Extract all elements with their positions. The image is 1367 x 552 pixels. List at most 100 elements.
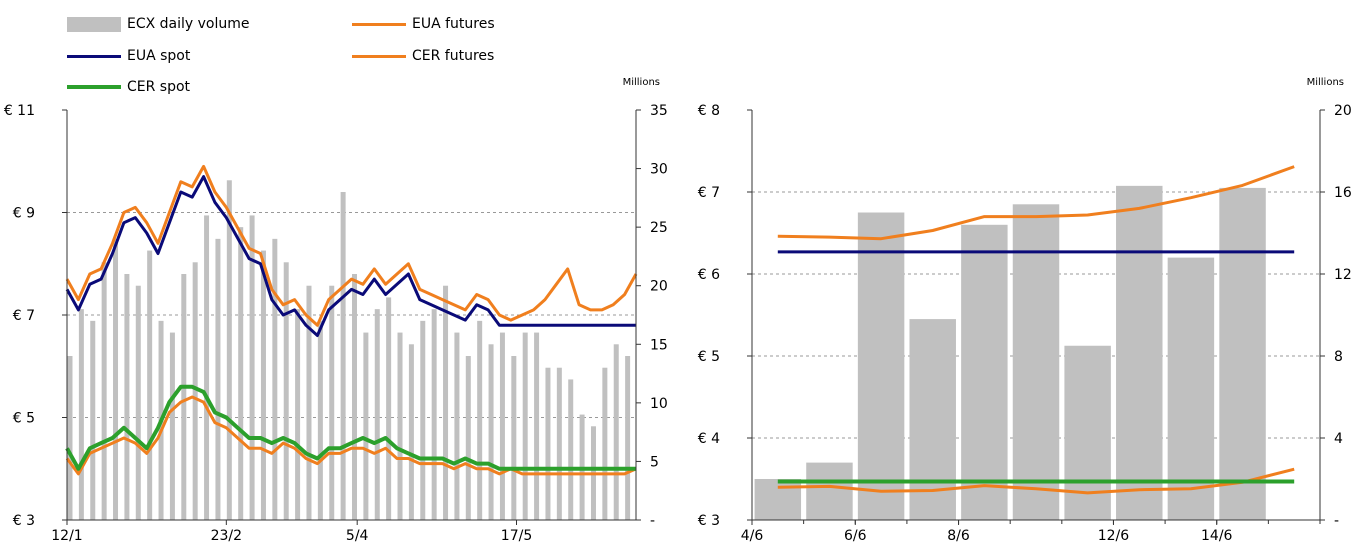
- x-tick-label: 23/2: [211, 528, 242, 544]
- series-line-cer-futures: [65, 395, 637, 476]
- legend-swatch-cer-futures: [352, 54, 406, 58]
- y-tick-label-right: 8: [1334, 349, 1343, 365]
- bar-ecx-daily-volume: [1219, 187, 1266, 520]
- y-tick-label-right: 20: [650, 279, 668, 295]
- y-tick-label-right: 10: [650, 396, 668, 412]
- bar-ecx-daily-volume: [238, 227, 244, 520]
- bar-ecx-daily-volume: [340, 192, 346, 520]
- bar-ecx-daily-volume: [374, 309, 380, 520]
- series-line-eua-futures: [65, 164, 638, 327]
- x-tick-label: 5/4: [346, 528, 369, 544]
- bar-ecx-daily-volume: [78, 309, 84, 520]
- y-tick-label-right: 15: [650, 337, 668, 353]
- bar-ecx-daily-volume: [909, 319, 956, 520]
- legend-swatch-eua-futures: [352, 22, 406, 26]
- series-line-cer-spot: [65, 384, 636, 471]
- bar-ecx-daily-volume: [329, 285, 335, 520]
- bar-ecx-daily-volume: [352, 274, 357, 520]
- y-tick-label-right: -: [1334, 513, 1339, 529]
- bar-ecx-daily-volume: [386, 297, 392, 520]
- y-tick-label-right: 20: [1334, 103, 1352, 119]
- x-tick-label: 12/6: [1098, 528, 1130, 544]
- x-tick-label: 17/5: [501, 528, 532, 544]
- bar-ecx-daily-volume: [317, 320, 323, 520]
- y-tick-label-right: 12: [1334, 267, 1352, 283]
- legend-item-eua-spot: EUA spot: [67, 44, 190, 68]
- y-axis-unit-right: Millions: [1307, 77, 1344, 88]
- bar-ecx-daily-volume: [113, 238, 119, 520]
- bar-ecx-daily-volume: [147, 250, 153, 521]
- legend-label-cer-spot: CER spot: [127, 79, 191, 95]
- bar-ecx-daily-volume: [249, 215, 255, 520]
- bar-ecx-daily-volume: [499, 332, 505, 520]
- y-tick-label-left: € 5: [13, 411, 35, 427]
- bar-ecx-daily-volume: [226, 180, 232, 521]
- y-tick-label-left: € 6: [698, 267, 720, 283]
- y-tick-label-right: 5: [650, 454, 659, 470]
- bar-ecx-daily-volume: [363, 332, 369, 520]
- bar-ecx-daily-volume: [534, 332, 540, 520]
- bar-ecx-daily-volume: [192, 262, 198, 520]
- series-line-eua-spot: [65, 175, 636, 337]
- y-tick-label-left: € 3: [13, 513, 35, 529]
- y-axis-unit-right: Millions: [623, 77, 660, 88]
- y-tick-label-right: 25: [650, 220, 668, 236]
- series-line-cer-futures: [777, 467, 1295, 495]
- bar-ecx-daily-volume: [857, 212, 905, 520]
- bar-ecx-daily-volume: [408, 344, 414, 520]
- bar-ecx-daily-volume: [260, 250, 266, 521]
- bar-ecx-daily-volume: [545, 367, 551, 520]
- bar-ecx-daily-volume: [101, 262, 107, 520]
- bar-ecx-daily-volume: [1167, 257, 1215, 520]
- bar-ecx-daily-volume: [443, 285, 449, 520]
- bar-ecx-daily-volume: [522, 332, 528, 520]
- legend-label-eua-futures: EUA futures: [412, 16, 495, 32]
- legend-item-cer-spot: CER spot: [67, 75, 190, 99]
- y-tick-label-right: 16: [1334, 185, 1352, 201]
- legend-swatch-ecx-volume: [67, 16, 121, 32]
- x-tick-label: 12/1: [51, 528, 82, 544]
- chart-right-june-detail: € 3 € 4 € 5 € 6 € 7 € 8 - 4 8 12 16 20 Millions 4/6 6/…: [698, 77, 1352, 544]
- legend-label-ecx-volume: ECX daily volume: [127, 16, 250, 32]
- bar-ecx-daily-volume: [306, 285, 312, 520]
- y-tick-label-right: 4: [1334, 431, 1343, 447]
- bar-ecx-daily-volume: [295, 309, 301, 520]
- y-tick-label-left: € 7: [698, 185, 720, 201]
- x-tick-label: 14/6: [1201, 528, 1233, 544]
- bar-ecx-daily-volume: [420, 320, 426, 520]
- x-tick-label: 6/6: [844, 528, 867, 544]
- bar-ecx-daily-volume: [961, 224, 1008, 521]
- x-tick-label: 4/6: [741, 528, 764, 544]
- bar-ecx-daily-volume: [1012, 204, 1060, 521]
- y-tick-label-left: € 11: [4, 103, 35, 119]
- y-tick-label-left: € 9: [13, 206, 35, 222]
- legend-label-cer-futures: CER futures: [412, 48, 495, 64]
- bar-ecx-daily-volume: [465, 356, 471, 520]
- y-tick-label-left: € 8: [698, 103, 720, 119]
- y-tick-label-left: € 7: [13, 308, 35, 324]
- y-tick-label-left: € 3: [698, 513, 720, 529]
- bar-ecx-daily-volume: [90, 320, 96, 520]
- bar-ecx-daily-volume: [806, 462, 853, 520]
- series-line-eua-futures: [777, 165, 1295, 241]
- bar-ecx-daily-volume: [454, 332, 460, 520]
- x-tick-label: 8/6: [947, 528, 970, 544]
- bar-ecx-daily-volume: [283, 262, 289, 520]
- bar-ecx-daily-volume: [124, 274, 130, 520]
- y-tick-label-left: € 4: [698, 431, 720, 447]
- bar-ecx-daily-volume: [431, 309, 437, 520]
- legend-item-eua-futures: EUA futures: [352, 12, 495, 36]
- bar-ecx-daily-volume: [488, 344, 494, 520]
- legend: ECX daily volume EUA futures EUA spot CE…: [0, 0, 700, 105]
- bar-ecx-daily-volume: [397, 332, 403, 520]
- legend-swatch-cer-spot: [67, 85, 121, 89]
- bar-ecx-daily-volume: [67, 356, 73, 520]
- bar-ecx-daily-volume: [625, 356, 631, 520]
- y-tick-label-left: € 5: [698, 349, 720, 365]
- legend-swatch-eua-spot: [67, 54, 121, 58]
- bar-ecx-daily-volume: [169, 332, 175, 520]
- bar-ecx-daily-volume: [215, 238, 221, 520]
- legend-item-ecx-volume: ECX daily volume: [67, 12, 250, 36]
- y-tick-label-right: 35: [650, 103, 668, 119]
